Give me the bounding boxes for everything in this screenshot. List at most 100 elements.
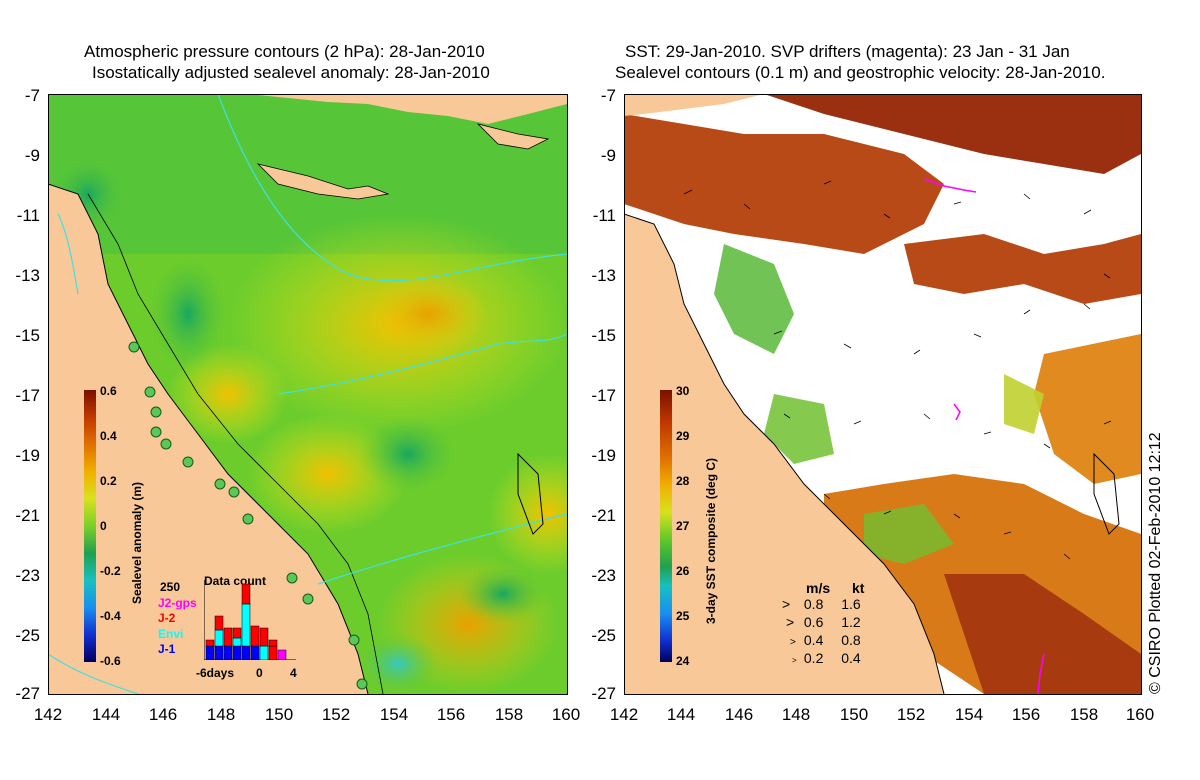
x-tick-label: 160 — [551, 705, 581, 724]
colorbar-tick: 29 — [676, 429, 690, 443]
tide-gauge-markers — [128, 341, 368, 690]
velocity-kt: 0.8 — [841, 632, 861, 648]
y-tick-label: -17 — [591, 386, 616, 405]
velocity-unit-ms: m/s — [806, 580, 831, 596]
y-tick-label: -7 — [24, 86, 40, 105]
y-tick-label: -21 — [591, 506, 616, 525]
sst-map — [624, 94, 1141, 694]
sealevel-colorbar — [84, 390, 96, 662]
y-tick-label: -11 — [592, 206, 616, 225]
colorbar-tick: -0.2 — [100, 564, 121, 578]
y-tick-label: -15 — [15, 326, 40, 345]
y-tick-label: -17 — [15, 386, 40, 405]
x-tick-label: 144 — [91, 705, 121, 724]
velocity-ms: 0.8 — [803, 596, 824, 612]
x-tick-label: 142 — [33, 705, 63, 724]
x-tick-label: 158 — [494, 705, 524, 724]
y-tick-label: -9 — [600, 146, 616, 165]
x-tick-label: 146 — [148, 705, 178, 724]
data-count-xlabel: 0 — [256, 666, 263, 680]
x-tick-label: 154 — [379, 705, 409, 724]
velocity-legend-row: > 0.4 0.8 — [790, 632, 861, 648]
y-tick-label: -7 — [600, 86, 616, 105]
y-tick-label: -19 — [15, 446, 40, 465]
colorbar-tick: 24 — [676, 654, 690, 668]
colorbar-tick: 26 — [676, 564, 690, 578]
x-tick-label: 144 — [666, 705, 696, 724]
drifter-track — [923, 178, 977, 193]
x-tick-label: 150 — [839, 705, 869, 724]
colorbar-label: 3-day SST composite (deg C) — [704, 457, 718, 624]
legend-j1: J-1 — [158, 642, 176, 656]
y-tick-label: -23 — [15, 566, 40, 585]
y-tick-label: -21 — [15, 506, 40, 525]
data-count-xlabel: -6days — [196, 666, 235, 680]
y-tick-label: -23 — [591, 566, 616, 585]
y-tick-label: -11 — [16, 206, 40, 225]
x-tick-label: 146 — [724, 705, 754, 724]
y-tick-label: -13 — [591, 266, 616, 285]
colorbar-tick: 0 — [100, 519, 107, 533]
y-tick-label: -15 — [591, 326, 616, 345]
y-tick-label: -9 — [24, 146, 40, 165]
drifter-track — [953, 403, 961, 421]
drifter-track — [1037, 653, 1045, 694]
velocity-kt: 1.2 — [841, 614, 861, 630]
colorbar-tick: 27 — [676, 519, 690, 533]
velocity-kt: 0.4 — [841, 650, 861, 666]
velocity-legend-row: > 0.6 1.2 — [786, 614, 861, 630]
x-tick-label: 154 — [954, 705, 984, 724]
y-tick-label: -27 — [15, 684, 40, 703]
y-tick-label: -27 — [591, 684, 616, 703]
plot-credit: © CSIRO Plotted 02-Feb-2010 12:12 — [1147, 432, 1164, 694]
data-count-xlabel: 4 — [290, 666, 297, 680]
colorbar-tick: 0.4 — [100, 429, 117, 443]
y-tick-label: -13 — [15, 266, 40, 285]
colorbar-tick: 0.2 — [100, 474, 117, 488]
colorbar-tick: -0.4 — [100, 609, 121, 623]
x-tick-label: 142 — [609, 705, 639, 724]
left-title-line1: Atmospheric pressure contours (2 hPa): 2… — [84, 42, 485, 61]
legend-envi: Envi — [158, 627, 184, 641]
data-count-max: 250 — [160, 580, 181, 594]
x-tick-label: 152 — [896, 705, 926, 724]
velocity-legend-row: > 0.2 0.4 — [792, 650, 861, 666]
legend-j2: J-2 — [158, 611, 176, 625]
y-tick-label: -25 — [591, 626, 616, 645]
velocity-ms: 0.4 — [803, 632, 824, 648]
velocity-arrow-icon: > — [786, 614, 795, 630]
x-tick-label: 148 — [781, 705, 811, 724]
y-tick-label: -19 — [591, 446, 616, 465]
velocity-arrow-icon: > — [792, 656, 797, 665]
colorbar-tick: 0.6 — [100, 384, 117, 398]
colorbar-tick: 25 — [676, 609, 690, 623]
right-map: 30 29 28 27 26 25 24 3-day SST composite… — [624, 94, 1141, 694]
colorbar-tick: -0.6 — [100, 654, 121, 668]
left-map: 0.6 0.4 0.2 0 -0.2 -0.4 -0.6 Sealevel an… — [48, 94, 567, 694]
data-count-histogram — [204, 580, 296, 660]
velocity-ms: 0.6 — [803, 614, 824, 630]
sealevel-anomaly-map — [48, 94, 567, 694]
velocity-arrow-icon: > — [790, 637, 796, 648]
velocity-ms: 0.2 — [803, 650, 824, 666]
left-title-line2: Isostatically adjusted sealevel anomaly:… — [92, 63, 490, 82]
x-tick-label: 160 — [1125, 705, 1155, 724]
velocity-arrows — [683, 180, 1112, 560]
right-title-line1: SST: 29-Jan-2010. SVP drifters (magenta)… — [625, 42, 1070, 61]
x-tick-label: 150 — [264, 705, 294, 724]
velocity-legend-row: > 0.8 1.6 — [782, 596, 861, 612]
x-tick-label: 156 — [1011, 705, 1041, 724]
legend-j2gps: J2-gps — [158, 596, 197, 610]
x-tick-label: 156 — [436, 705, 466, 724]
velocity-legend-header: m/s kt — [806, 580, 864, 596]
y-tick-label: -25 — [15, 626, 40, 645]
sst-colorbar — [660, 390, 672, 662]
x-tick-label: 148 — [206, 705, 236, 724]
colorbar-tick: 28 — [676, 474, 690, 488]
velocity-kt: 1.6 — [841, 596, 861, 612]
velocity-unit-kt: kt — [852, 580, 865, 596]
x-tick-label: 152 — [321, 705, 351, 724]
velocity-arrow-icon: > — [782, 596, 791, 612]
right-title-line2: Sealevel contours (0.1 m) and geostrophi… — [615, 63, 1106, 82]
colorbar-tick: 30 — [676, 384, 690, 398]
